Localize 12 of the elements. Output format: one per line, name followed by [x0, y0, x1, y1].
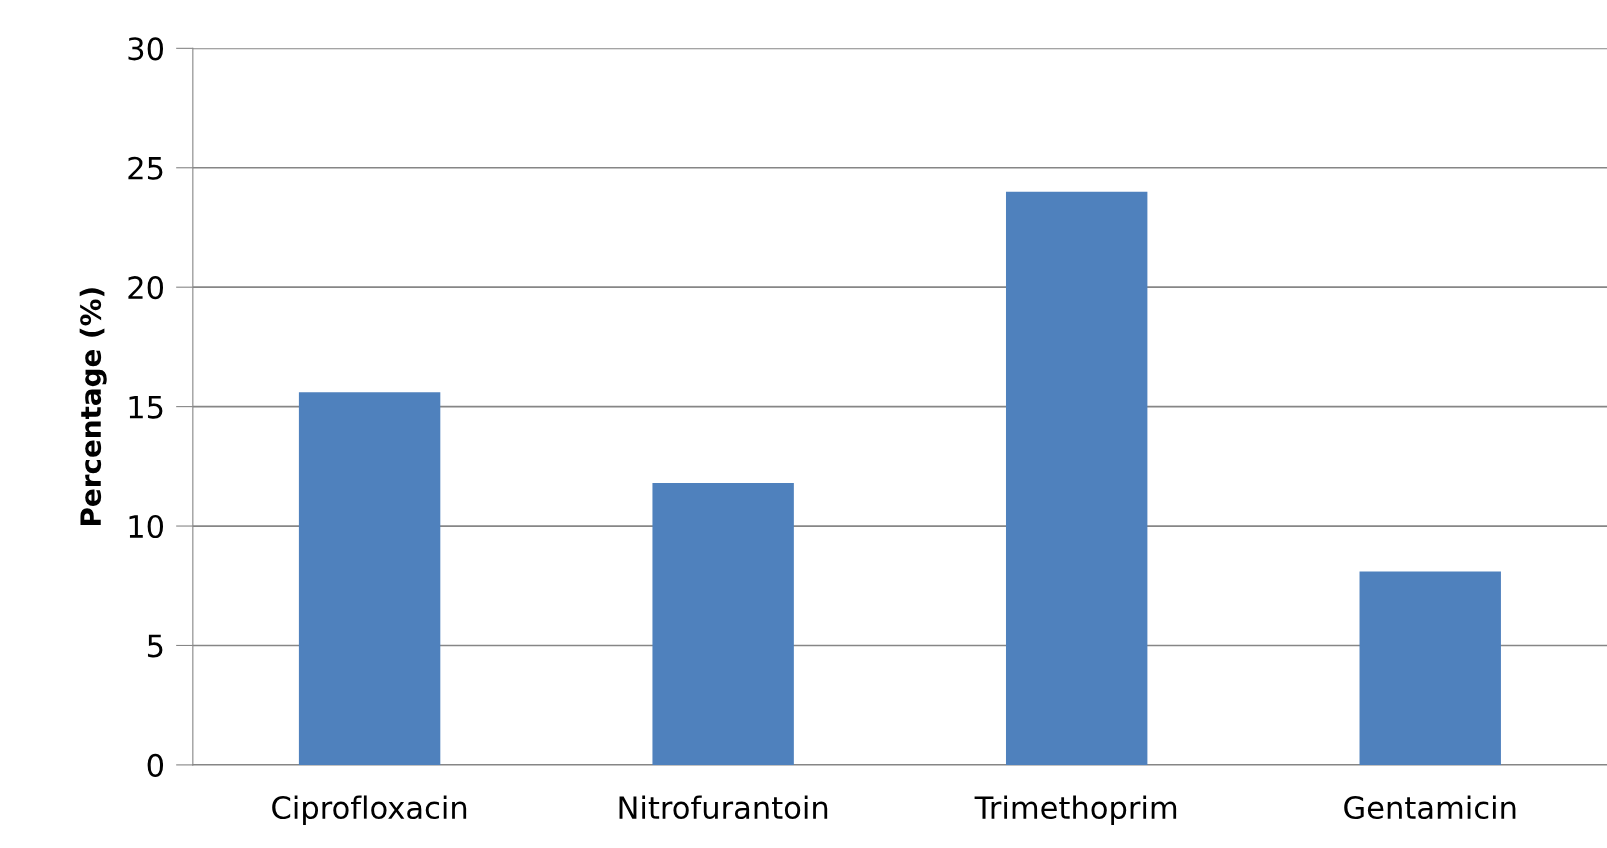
x-tick-label: Gentamicin — [1344, 795, 1516, 820]
y-tick-label: 0 — [147, 753, 164, 777]
x-tick-label: Nitrofurantoin — [619, 795, 828, 820]
y-tick-label: 25 — [128, 156, 163, 180]
x-tick-label: Trimethoprim — [974, 795, 1177, 826]
y-axis-title: Percentage (%) — [79, 288, 107, 525]
y-tick-label: 20 — [128, 276, 164, 300]
y-tick-label: 10 — [129, 514, 164, 539]
y-tick-label: 5 — [147, 634, 163, 658]
x-tick-label: Ciprofloxacin — [272, 795, 467, 826]
y-tick-label: 30 — [128, 37, 164, 61]
y-tick-label: 15 — [129, 395, 163, 419]
